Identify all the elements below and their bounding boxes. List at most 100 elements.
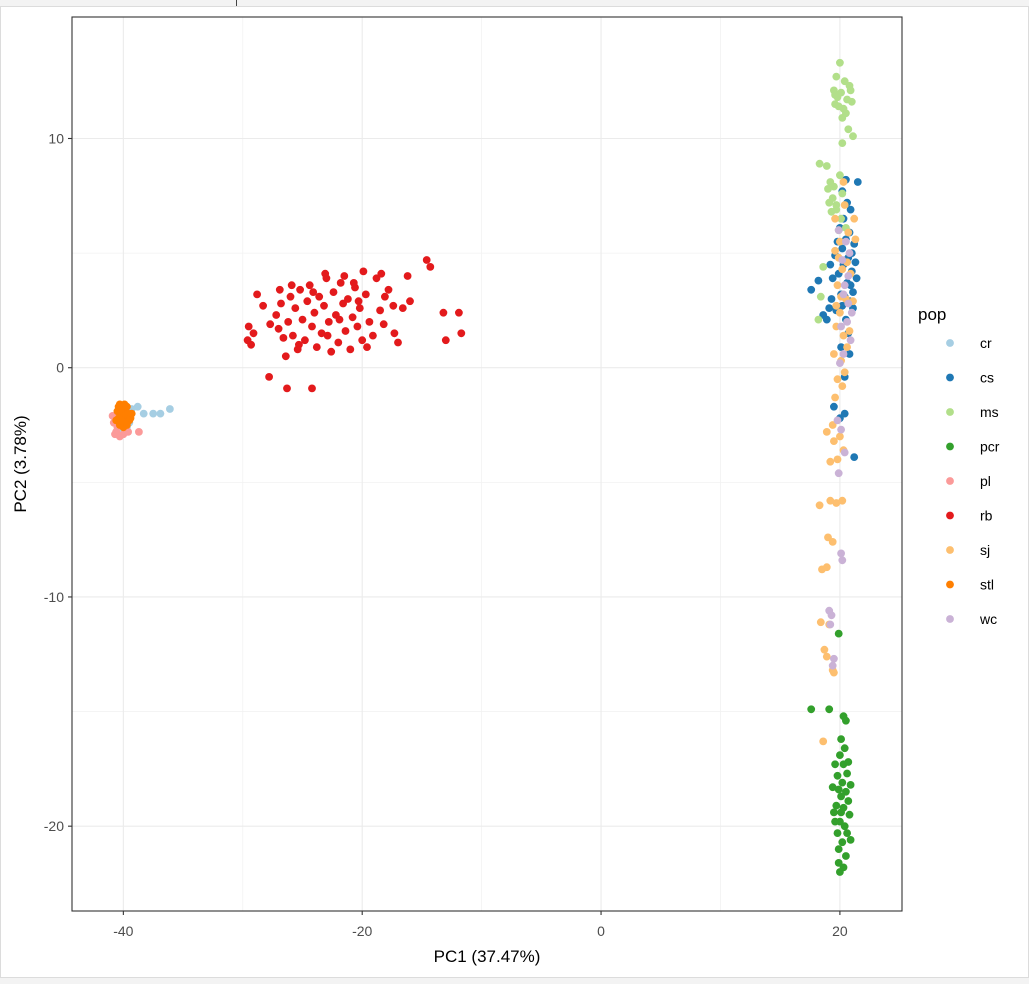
point-wc [838, 556, 847, 565]
point-wc [834, 469, 843, 478]
point-pcr [830, 808, 838, 817]
point-rb [281, 352, 290, 361]
point-rb [298, 315, 307, 324]
point-wc [837, 322, 845, 331]
point-cr [133, 402, 142, 411]
point-pcr [833, 771, 842, 780]
point-rb [296, 285, 304, 294]
point-rb [384, 285, 393, 294]
point-rb [277, 299, 285, 308]
point-cs [838, 244, 847, 253]
x-tick-label: -20 [352, 923, 372, 939]
point-rb [441, 336, 450, 345]
point-rb [379, 320, 388, 329]
point-cs [830, 402, 838, 411]
point-pcr [836, 751, 844, 759]
legend-item-rb: rb [946, 508, 993, 524]
point-rb [335, 315, 344, 324]
point-cs [807, 285, 816, 294]
series-wc [825, 226, 856, 670]
point-rb [403, 272, 412, 280]
point-cs [814, 276, 823, 285]
point-rb [354, 297, 363, 306]
point-pcr [837, 808, 845, 817]
point-ms [830, 182, 838, 191]
point-ms [816, 292, 825, 301]
point-rb [344, 295, 352, 303]
point-ms [814, 315, 823, 324]
point-sj [822, 563, 831, 572]
point-ms [827, 207, 836, 216]
point-sj [816, 618, 825, 627]
point-rb [275, 285, 284, 294]
y-tick-label: -10 [44, 589, 64, 605]
point-cs [827, 295, 836, 303]
point-pcr [843, 829, 851, 837]
point-rb [406, 297, 414, 306]
legend-label-sj: sj [980, 542, 990, 558]
x-axis-ticks: -40 -20 0 20 [113, 911, 848, 939]
legend-item-cr: cr [946, 335, 992, 351]
point-cr [139, 409, 148, 418]
point-pcr [837, 735, 845, 743]
point-ms [822, 162, 831, 170]
point-ms [824, 185, 832, 193]
point-rb [315, 292, 324, 301]
point-pcr [846, 781, 855, 789]
point-rb [266, 320, 275, 329]
point-stl [114, 402, 123, 411]
point-rb [349, 279, 358, 287]
point-sj [838, 265, 847, 274]
point-ms [846, 86, 855, 95]
y-axis-title: PC2 (3.78%) [11, 415, 30, 512]
legend-item-pl: pl [946, 473, 991, 489]
x-tick-label: -40 [113, 923, 133, 939]
legend-item-ms: ms [946, 404, 999, 420]
point-stl [123, 421, 131, 429]
point-ms [836, 58, 844, 67]
point-ms [836, 171, 844, 180]
point-pcr [842, 716, 850, 725]
point-sj [850, 214, 859, 223]
point-pcr [831, 817, 839, 826]
point-pcr [825, 705, 834, 714]
point-wc [840, 448, 849, 457]
point-pcr [844, 797, 853, 805]
point-ms [825, 198, 834, 207]
legend-key-wc [946, 615, 954, 623]
grid-lines [72, 17, 902, 911]
point-sj [820, 645, 829, 654]
point-rb [303, 297, 312, 306]
point-wc [837, 425, 845, 434]
point-ms [847, 97, 856, 106]
point-wc [826, 620, 835, 629]
legend: pop cr cs ms pcr pl rb sj stl wc [918, 305, 1000, 627]
point-sj [833, 455, 842, 464]
legend-label-pl: pl [980, 473, 991, 489]
legend-key-cs [946, 373, 954, 382]
point-sj [826, 457, 835, 466]
point-sj [838, 496, 847, 505]
point-rb [323, 331, 332, 340]
point-rb [336, 279, 345, 287]
point-ms [819, 263, 828, 271]
point-cs [849, 288, 857, 296]
point-cs [846, 281, 855, 290]
legend-label-wc: wc [979, 611, 997, 627]
legend-label-pcr: pcr [980, 439, 1000, 455]
legend-key-rb [946, 511, 954, 520]
point-ms [838, 189, 847, 198]
point-sj [833, 375, 842, 384]
legend-item-sj: sj [946, 542, 990, 558]
point-rb [329, 288, 338, 296]
point-wc [847, 308, 856, 317]
legend-title: pop [918, 305, 946, 324]
point-pcr [837, 792, 845, 801]
point-rb [389, 301, 398, 310]
point-rb [308, 384, 316, 393]
point-wc [836, 359, 844, 367]
window-top-strip [0, 0, 1029, 6]
point-ms [838, 139, 847, 148]
point-sj [822, 428, 831, 436]
x-tick-label: 20 [832, 923, 848, 939]
